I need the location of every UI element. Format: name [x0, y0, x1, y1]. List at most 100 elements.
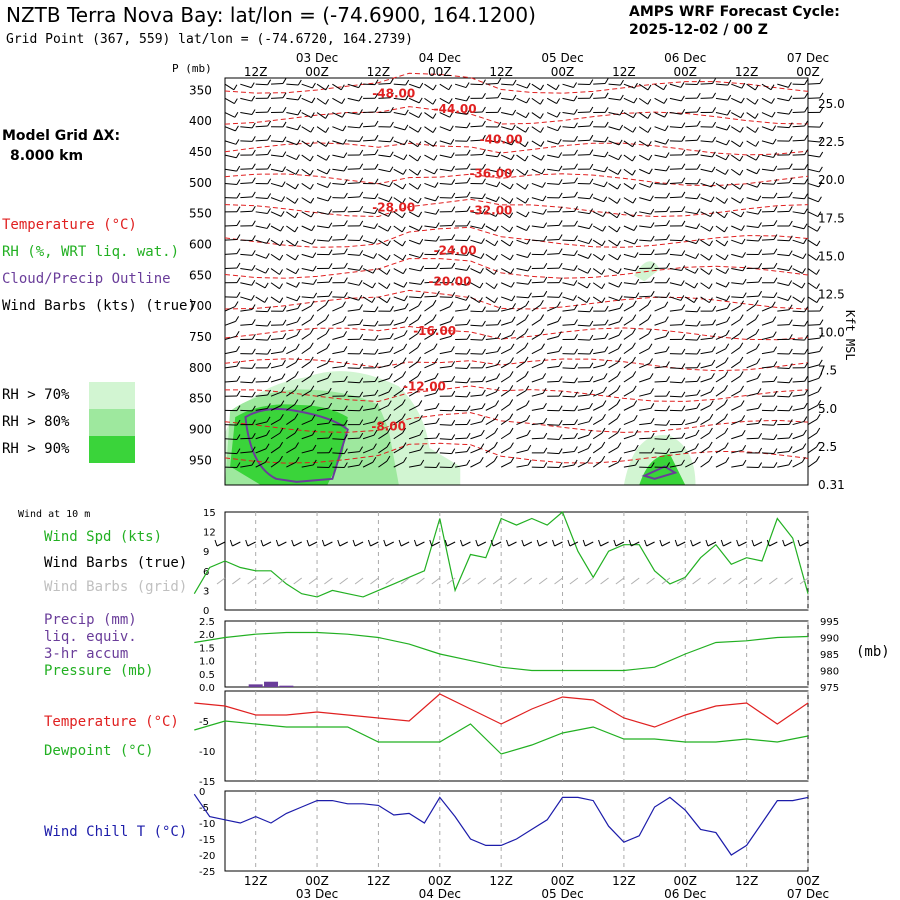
wind-barb — [270, 391, 282, 397]
wind-barb — [638, 97, 649, 105]
wind-barb-flag — [419, 444, 424, 451]
wind-tick-label: 9 — [203, 547, 209, 558]
wind-barb — [439, 182, 452, 185]
wind-barb-flag — [587, 443, 592, 449]
wind-barb — [362, 253, 374, 259]
wind-barb-flag — [493, 269, 498, 275]
wind-barb — [286, 97, 299, 101]
wind-barb — [270, 140, 284, 143]
wind-barb-flag — [526, 225, 531, 231]
wind-barb-flag — [602, 211, 607, 217]
wind-barb-flag — [817, 196, 822, 203]
wind-barb-flag — [619, 124, 624, 131]
wind-barb-flag — [402, 254, 407, 261]
wind-barb — [470, 282, 481, 289]
wind-barb — [500, 239, 511, 247]
wind-barb-flag — [371, 297, 376, 303]
wind-barb-flag — [617, 169, 622, 175]
wind-barb-flag — [359, 304, 363, 310]
wind-barb-flag — [374, 223, 378, 229]
wind-barb-flag — [417, 371, 422, 377]
wind-barb-flag — [726, 109, 731, 116]
wind-barb — [470, 253, 482, 259]
wind-barb — [378, 239, 388, 247]
wind-barb-flag — [511, 330, 515, 336]
wind-barb-flag — [511, 316, 516, 323]
wind-barb-flag — [542, 373, 547, 379]
wind-barb-flag — [267, 306, 272, 312]
wind-barb — [455, 464, 467, 468]
wind-barb — [516, 419, 527, 426]
wind-barb-flag — [788, 377, 793, 384]
wind-barb-flag — [773, 376, 778, 382]
wind-barb-flag — [401, 226, 406, 233]
wind-barb — [408, 126, 419, 133]
wind-barb-grid — [569, 577, 579, 585]
wind-barb — [424, 126, 434, 133]
wind-barb — [547, 126, 558, 132]
wind-barb-flag — [574, 363, 578, 369]
wind-barb-flag — [742, 444, 747, 451]
wind-barb — [270, 211, 282, 217]
wind-panel-title: Wind at 10 m — [18, 509, 91, 520]
wind-barb — [669, 437, 682, 440]
wind-barb — [792, 125, 805, 128]
wind-barb — [439, 140, 451, 145]
wind-barb — [455, 437, 468, 440]
wind-barb-flag — [724, 371, 729, 377]
wind-barb-flag — [482, 334, 486, 341]
wind-barb-flag — [816, 441, 820, 448]
wind-barb-flag — [419, 252, 424, 258]
wind-barb — [408, 239, 420, 245]
wind-barb-flag — [312, 429, 316, 436]
legend-rh70-swatch — [89, 382, 135, 409]
wind-barb-flag — [342, 301, 346, 307]
pressure-tick-label: 800 — [189, 361, 212, 375]
wind-barb-flag — [540, 141, 545, 147]
wind-barb — [516, 126, 526, 133]
wind-barb-flag — [509, 240, 514, 247]
wind-barb-flag — [481, 193, 486, 199]
wind-barb-flag — [740, 211, 745, 218]
wind-barb — [608, 154, 619, 161]
wind-barb — [332, 424, 345, 426]
wind-barb — [424, 154, 435, 161]
wind-barb-flag — [604, 346, 609, 352]
precip-bar — [248, 684, 263, 687]
wind-barb — [301, 140, 311, 148]
wind-barb — [608, 168, 619, 175]
wind-barb-flag — [696, 79, 701, 85]
wind-barb — [439, 154, 452, 159]
wind-barb-flag — [297, 303, 302, 309]
wind-barb-true — [492, 541, 502, 547]
wind-barb-flag — [389, 121, 394, 128]
wind-barb-flag — [374, 149, 379, 155]
wind-barb — [255, 296, 265, 303]
wind-barb-flag — [436, 462, 440, 468]
wind-barb — [470, 394, 483, 397]
wind-barb — [531, 197, 544, 202]
wind-barb-true — [554, 541, 563, 547]
wind-barb-flag — [647, 141, 652, 147]
wind-barb-flag — [710, 373, 715, 379]
wind-barb-flag — [631, 342, 636, 348]
wind-barb — [408, 211, 419, 218]
wind-barb-flag — [632, 300, 637, 307]
wind-barb-flag — [557, 138, 562, 145]
wind-barb-flag — [681, 149, 686, 156]
wind-barb — [378, 97, 391, 99]
wind-barb-flag — [297, 94, 302, 101]
wind-barb-true — [431, 541, 441, 547]
top-date-label: 07 Dec — [787, 51, 829, 65]
wind-barb-flag — [435, 222, 440, 228]
wind-barb-flag — [451, 419, 456, 426]
wind-barb-flag — [770, 84, 775, 90]
wind-barb-flag — [616, 413, 621, 419]
wind-barb — [270, 378, 283, 383]
windchill-tick-label: -10 — [199, 819, 215, 830]
wind-barb-flag — [648, 154, 653, 161]
wind-barb — [547, 321, 559, 326]
wind-barb — [792, 225, 805, 230]
wind-barb-flag — [328, 263, 333, 269]
